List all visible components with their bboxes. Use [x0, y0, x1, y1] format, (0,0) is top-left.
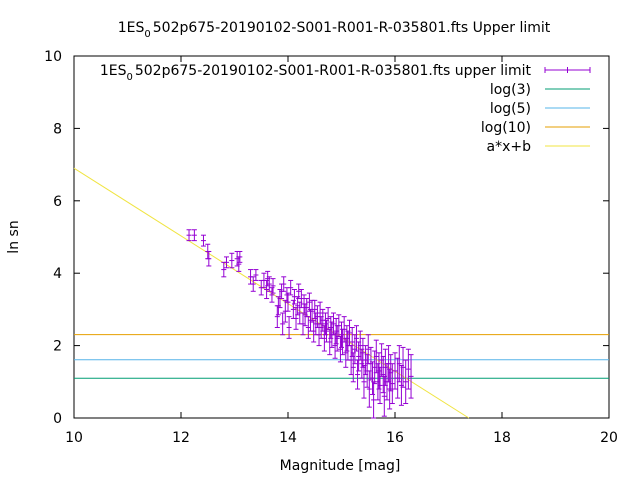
- legend-entry: log(3): [490, 82, 590, 98]
- x-tick-label: 10: [65, 430, 83, 446]
- error-bar-point: [339, 321, 344, 348]
- title-rest: 502p675-20190102-S001-R001-R-035801.fts …: [153, 20, 551, 36]
- y-tick-label: 6: [53, 194, 62, 210]
- error-bar-point: [206, 250, 212, 267]
- legend-label: log(5): [490, 101, 531, 117]
- x-tick-label: 18: [493, 430, 511, 446]
- legend-label-prefix: 1ES: [100, 63, 127, 79]
- error-bar-point: [386, 345, 392, 383]
- error-bar-point: [387, 368, 393, 410]
- error-bar-point: [371, 381, 377, 419]
- error-bar-point: [376, 352, 382, 390]
- y-tick-label: 8: [53, 121, 62, 137]
- error-bar-point: [389, 363, 395, 405]
- x-tick-label: 20: [600, 430, 618, 446]
- error-bar-point: [306, 292, 312, 312]
- error-bar-point: [312, 299, 318, 319]
- error-bar-point: [349, 327, 355, 357]
- error-bar-point: [325, 307, 331, 330]
- error-bar-point: [264, 279, 270, 300]
- error-bar-point: [381, 375, 387, 417]
- legend-label: a*x+b: [487, 139, 532, 155]
- legend-entry: log(10): [481, 120, 590, 136]
- legend-label: log(10): [481, 120, 531, 136]
- error-bar-point: [223, 256, 229, 269]
- legend-label: log(3): [490, 82, 531, 98]
- error-bar-point: [290, 299, 296, 319]
- error-bar-point: [253, 269, 259, 281]
- legend-label: 1ES0 502p675-20190102-S001-R001-R-035801.…: [100, 63, 532, 83]
- legend-label-subscript: 0: [126, 72, 132, 83]
- y-tick-label: 0: [53, 411, 62, 427]
- legend-entry: log(5): [490, 101, 590, 117]
- legend-entry: a*x+b: [487, 139, 590, 155]
- error-bar-point: [274, 305, 280, 328]
- error-bar-point: [392, 352, 398, 390]
- x-axis-label: Magnitude [mag]: [280, 458, 401, 474]
- y-tick-label: 2: [53, 339, 62, 355]
- plot-frame: [73, 55, 610, 419]
- error-bar-point: [237, 250, 243, 263]
- legend: 1ES0 502p675-20190102-S001-R001-R-035801.…: [100, 63, 591, 155]
- error-bar-point: [353, 325, 359, 352]
- error-bar-point: [266, 276, 272, 292]
- error-bar-point: [269, 287, 275, 303]
- error-bar-point: [366, 370, 372, 408]
- title-prefix: 1ES: [118, 20, 145, 36]
- data-points: [186, 229, 414, 419]
- error-bar-point: [191, 229, 197, 242]
- error-bar-point: [250, 276, 256, 292]
- error-bar-point: [285, 292, 291, 312]
- error-bar-point: [405, 348, 411, 390]
- error-bar-point: [408, 354, 414, 399]
- error-bar-point: [281, 276, 287, 292]
- error-bar-point: [280, 312, 286, 336]
- y-axis-label: ln sn: [6, 220, 22, 253]
- y-tick-label: 10: [44, 49, 62, 65]
- error-bar-point: [333, 317, 339, 345]
- legend-label-rest: 502p675-20190102-S001-R001-R-035801.fts …: [135, 63, 532, 79]
- legend-entry: 1ES0 502p675-20190102-S001-R001-R-035801.…: [100, 63, 591, 83]
- error-bar-point: [317, 301, 323, 325]
- y-tick-label: 4: [53, 266, 62, 282]
- error-bar-point: [229, 252, 235, 269]
- error-bar-point: [400, 346, 406, 388]
- axis-ticks: 10 12 14 16 18 20 0 2 4 6 8 10: [44, 49, 618, 446]
- error-bar-point: [355, 359, 361, 390]
- error-bar-point: [298, 288, 304, 309]
- x-tick-label: 16: [386, 430, 404, 446]
- error-bar-point: [286, 316, 292, 339]
- error-bar-point: [344, 325, 350, 352]
- error-bar-point: [341, 316, 347, 343]
- x-tick-label: 14: [279, 430, 297, 446]
- error-bar-point: [186, 229, 192, 242]
- chart-title: 1ES0 502p675-20190102-S001-R001-R-035801.…: [118, 20, 551, 40]
- error-bar-point: [288, 279, 294, 296]
- error-bar-point: [403, 359, 409, 405]
- title-subscript: 0: [144, 29, 150, 40]
- error-bar-point: [360, 337, 366, 368]
- error-bar-point: [200, 234, 206, 247]
- x-tick-label: 12: [172, 430, 190, 446]
- error-bar-point: [270, 278, 276, 294]
